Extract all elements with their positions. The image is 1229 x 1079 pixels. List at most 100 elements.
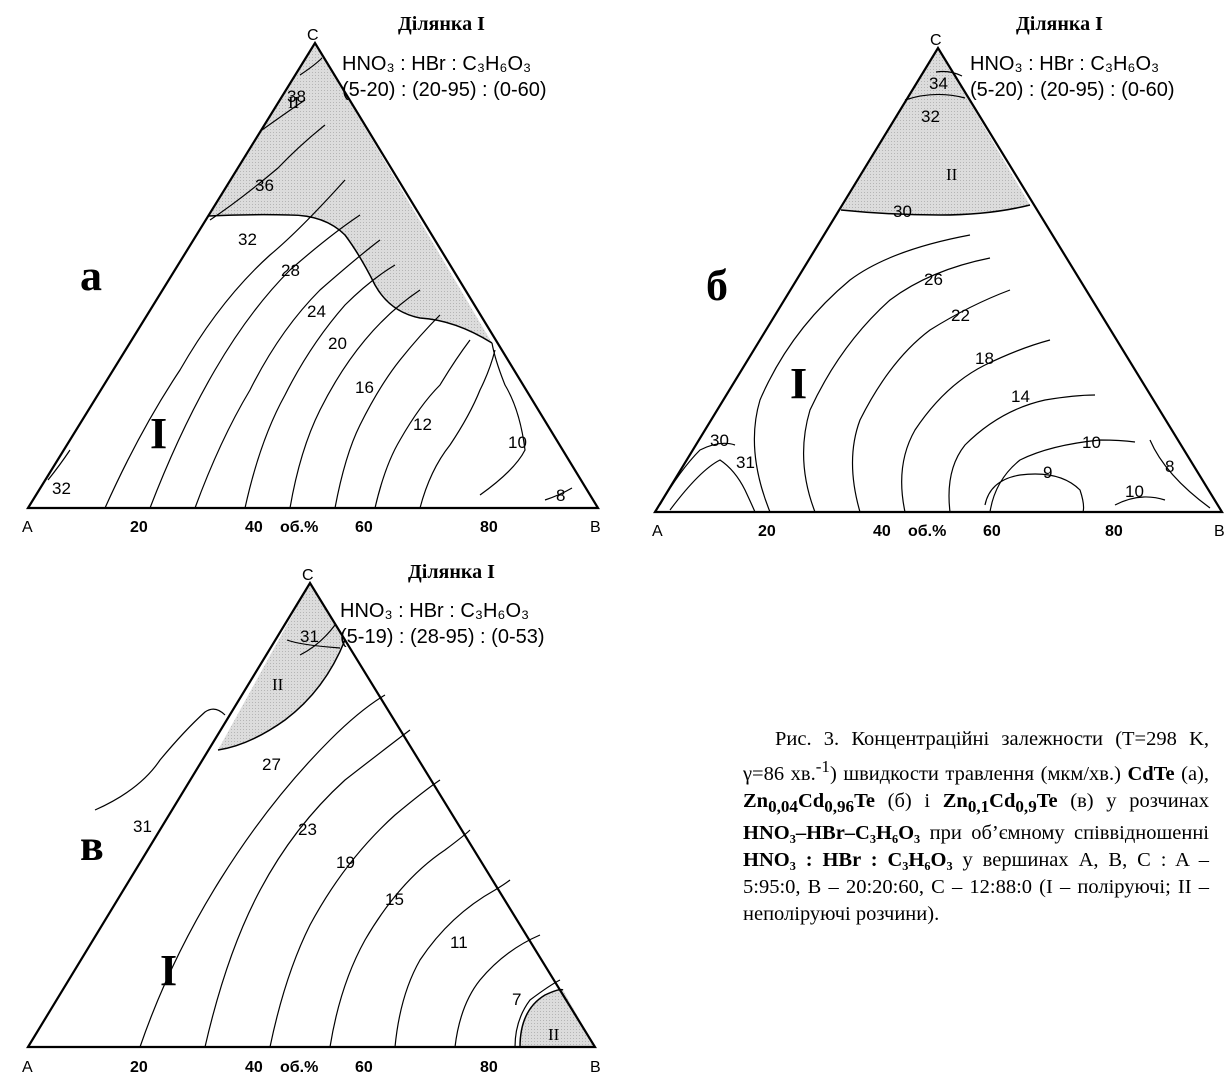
axis-tick: 60	[983, 523, 1001, 540]
caption-text: у вершинах A, B, C : A – 5:95:0, B – 20:…	[743, 848, 1209, 925]
contour-label: 23	[298, 820, 317, 839]
contour-label: 22	[951, 306, 970, 325]
axis-tick: 60	[355, 1059, 373, 1076]
ternary-diagram-c: A B C 20 40 об.% 60 80 I II II в 31 27 2…	[22, 561, 601, 1076]
contour-label: 9	[1043, 463, 1052, 482]
region-two-label: II	[288, 93, 300, 112]
vertex-c-label: C	[307, 27, 319, 44]
contour-label: 32	[52, 479, 71, 498]
axis-unit: об.%	[908, 523, 946, 540]
caption-text: (а),	[1174, 762, 1209, 785]
caption-text: (в) у розчинах	[1057, 789, 1209, 812]
contour-label: 30	[710, 431, 729, 450]
caption-solution: HNO₃–HBr–C₃H₆O₃	[743, 821, 921, 844]
contour-label: 11	[450, 933, 468, 952]
region-two-label: II	[272, 675, 284, 694]
axis-tick: 40	[245, 1059, 263, 1076]
axis-tick: 80	[480, 519, 498, 536]
contour-labels: 31 27 23 19 15 11 7 31	[133, 627, 521, 1009]
contour-label: 36	[255, 176, 274, 195]
contour-label: 34	[929, 74, 948, 93]
contour-label: 7	[512, 990, 521, 1009]
triangle-outline	[653, 45, 1224, 514]
vertex-b-label: B	[590, 519, 601, 536]
axis-unit: об.%	[280, 1059, 318, 1076]
isolines	[47, 57, 573, 509]
contour-label: 10	[1125, 482, 1144, 501]
contour-labels: 38 38 36 32 28 24 20 16 12 10 8 32	[52, 87, 565, 505]
axis-tick: 40	[873, 523, 891, 540]
ratio-header: HNO₃ : HBr : C₃H₆O₃	[342, 53, 531, 75]
contour-label: 31	[300, 627, 319, 646]
contour-label: 10	[508, 433, 527, 452]
region-ii-corner-area	[520, 989, 595, 1047]
contour-label: 24	[307, 302, 326, 321]
axis-tick: 80	[1105, 523, 1123, 540]
ratio-values: (5-20) : (20-95) : (0-60)	[970, 79, 1175, 101]
ternary-diagram-a: A B C 20 40 об.% 60 80 I II а 38 38 36 3…	[22, 13, 601, 536]
region-ii-area	[841, 48, 1030, 215]
contour-label: 27	[262, 755, 281, 774]
isolines	[659, 70, 1211, 513]
contour-label: 32	[238, 230, 257, 249]
vertex-b-label: B	[1214, 523, 1225, 540]
region-one-label: I	[790, 359, 807, 408]
contour-label: 14	[1011, 387, 1030, 406]
region-one-label: I	[160, 946, 177, 995]
axis-tick: 20	[130, 1059, 148, 1076]
caption-ratio: HNO₃ : HBr : C₃H₆O₃	[743, 848, 953, 871]
caption-material: CdTe	[1127, 762, 1175, 785]
panel-letter: а	[80, 251, 102, 300]
region-title: Ділянка I	[398, 13, 485, 35]
vertex-a-label: A	[22, 1059, 33, 1076]
caption-text: Рис. 3. Концентраційні залежности (T=298…	[743, 728, 1209, 785]
region-ii-area	[218, 583, 345, 750]
vertex-a-label: A	[652, 523, 663, 540]
region-title: Ділянка I	[408, 561, 495, 583]
contour-label: 31	[133, 817, 152, 836]
axis-tick: 20	[130, 519, 148, 536]
contour-label: 10	[1082, 433, 1101, 452]
region-boundary	[840, 204, 1031, 216]
axis-tick: 40	[245, 519, 263, 536]
contour-label: 38	[287, 87, 306, 106]
triangle-outline	[26, 40, 600, 510]
axis-tick: 80	[480, 1059, 498, 1076]
contour-label: 16	[355, 378, 374, 397]
contour-label: 31	[736, 453, 755, 472]
caption-text: при об’ємному співвідношенні	[920, 821, 1209, 844]
contour-label: 15	[385, 890, 404, 909]
contour-label: 26	[924, 270, 943, 289]
contour-label: 30	[893, 202, 912, 221]
ratio-values: (5-19) : (28-95) : (0-53)	[340, 626, 545, 648]
caption-material: Zn0,1Cd0,9Te	[942, 789, 1058, 816]
contour-label: 19	[336, 853, 355, 872]
contour-label: 18	[975, 349, 994, 368]
ratio-values: (5-20) : (20-95) : (0-60)	[342, 79, 547, 101]
contour-label: 28	[281, 261, 300, 280]
panel-letter: б	[706, 261, 728, 310]
contour-label: 8	[1165, 457, 1174, 476]
panel-letter: в	[80, 821, 104, 870]
ternary-diagram-b: A B C 20 40 об.% 60 80 I II б 34 32 30 2…	[652, 13, 1225, 540]
contour-label: 32	[921, 107, 940, 126]
region-two-corner-label: II	[548, 1025, 560, 1044]
region-one-label: I	[150, 409, 167, 458]
isolines	[94, 624, 561, 1048]
region-two-label: II	[946, 165, 958, 184]
contour-label: 20	[328, 334, 347, 353]
region-boundary	[207, 213, 493, 344]
caption-superscript: -1	[815, 757, 830, 776]
caption-text: ) швидкости травлення (мкм/хв.)	[829, 762, 1128, 785]
region-boundary	[217, 639, 346, 751]
vertex-c-label: C	[930, 32, 942, 49]
contour-label: 8	[556, 486, 565, 505]
figure-caption: Рис. 3. Концентраційні залежности (T=298…	[743, 726, 1209, 928]
axis-unit: об.%	[280, 519, 318, 536]
ratio-header: HNO₃ : HBr : C₃H₆O₃	[970, 53, 1159, 75]
caption-text: (б) і	[874, 789, 943, 812]
triangle-outline	[26, 580, 597, 1049]
vertex-a-label: A	[22, 519, 33, 536]
axis-tick: 20	[758, 523, 776, 540]
